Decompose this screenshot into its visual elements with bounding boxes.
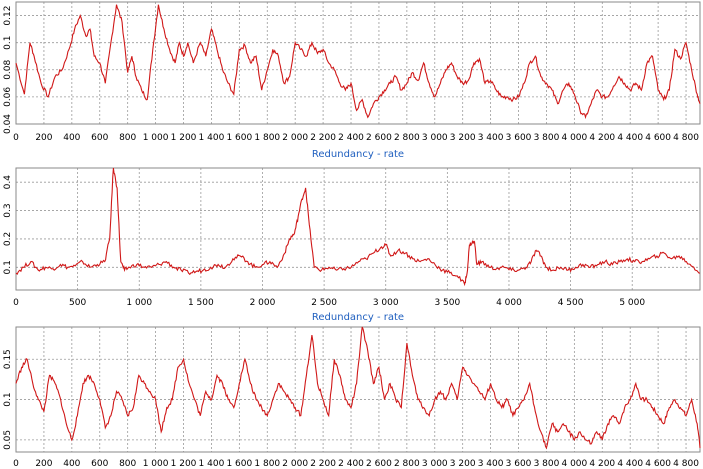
x-tick-label: 400 [63, 133, 80, 143]
x-tick-label: 4 600 [645, 459, 671, 469]
x-tick-label: 3 600 [506, 459, 532, 469]
x-tick-label: 4 800 [673, 459, 699, 469]
x-tick-label: 1 200 [171, 459, 197, 469]
x-tick-label: 1 800 [254, 133, 280, 143]
x-tick-label: 200 [35, 133, 52, 143]
x-tick-label: 400 [63, 459, 80, 469]
y-tick-label: 0.1 [3, 36, 13, 50]
y-tick-label: 0.06 [3, 87, 13, 107]
x-tick-label: 1 000 [126, 298, 152, 308]
x-tick-label: 4 200 [589, 459, 615, 469]
series-line [15, 326, 701, 450]
x-tick-label: 2 000 [282, 133, 308, 143]
x-tick-label: 3 600 [506, 133, 532, 143]
x-tick-label: 4 000 [561, 133, 587, 143]
x-tick-label: 4 500 [558, 298, 584, 308]
x-tick-label: 3 000 [422, 459, 448, 469]
x-tick-label: 2 200 [310, 459, 336, 469]
x-tick-label: 1 000 [143, 133, 169, 143]
y-tick-label: 0.1 [3, 392, 13, 406]
x-tick-label: 2 000 [250, 298, 276, 308]
x-axis-label: Redundancy - rate [312, 312, 404, 323]
x-tick-label: 800 [119, 133, 136, 143]
redundancy-rate-chart-top: 0 200 400 600 800 1 000 1 200 1 400 1 600 1 800 2 … [3, 1, 701, 160]
y-tick-label: 0.12 [3, 6, 13, 26]
x-tick-label: 1 600 [226, 133, 252, 143]
x-tick-label: 1 600 [226, 459, 252, 469]
x-tick-label: 3 500 [434, 298, 460, 308]
x-tick-label: 2 600 [366, 133, 392, 143]
x-tick-label: 3 400 [478, 133, 504, 143]
x-tick-label: 2 000 [282, 459, 308, 469]
x-tick-label: 3 200 [450, 133, 476, 143]
x-tick-label: 2 600 [366, 459, 392, 469]
x-tick-label: 4 000 [496, 298, 522, 308]
x-tick-label: 4 200 [589, 133, 615, 143]
x-tick-label: 4 800 [673, 133, 699, 143]
x-tick-label: 2 400 [338, 133, 364, 143]
x-tick-label: 3 400 [478, 459, 504, 469]
x-tick-label: 2 200 [310, 133, 336, 143]
x-tick-label: 1 400 [199, 459, 225, 469]
x-axis-label: Redundancy - rate [312, 149, 404, 160]
x-tick-label: 4 000 [561, 459, 587, 469]
y-tick-label: 0.04 [3, 114, 13, 134]
x-tick-label: 2 400 [338, 459, 364, 469]
y-tick-label: 0.3 [3, 203, 13, 217]
x-tick-label: 3 200 [450, 459, 476, 469]
x-tick-label: 5 000 [619, 298, 645, 308]
x-tick-label: 200 [35, 459, 52, 469]
x-tick-label: 0 [13, 133, 19, 143]
x-tick-label: 3 800 [534, 133, 560, 143]
x-tick-label: 1 200 [171, 133, 197, 143]
redundancy-rate-chart-middle: 0 500 1 000 1 500 2 000 2 500 3 000 3 500 4 000 4… [3, 167, 701, 323]
x-tick-label: 600 [91, 133, 108, 143]
x-tick-label: 0 [13, 459, 19, 469]
redundancy-rate-chart-bottom: 0 200 400 600 800 1 000 1 200 1 400 1 600 1 800 2 … [3, 326, 701, 469]
x-tick-label: 1 800 [254, 459, 280, 469]
x-tick-label: 1 000 [143, 459, 169, 469]
series-line [15, 4, 701, 120]
plot-area-frame [15, 326, 701, 453]
x-tick-label: 2 500 [311, 298, 337, 308]
x-tick-label: 4 600 [645, 133, 671, 143]
y-tick-label: 0.15 [3, 349, 13, 369]
plot-area-frame [15, 1, 701, 125]
y-tick-label: 0.4 [3, 175, 13, 190]
x-tick-label: 0 [13, 298, 19, 308]
series-line [15, 167, 701, 287]
x-tick-label: 1 500 [188, 298, 214, 308]
x-tick-label: 1 400 [199, 133, 225, 143]
y-tick-label: 0.1 [3, 260, 13, 274]
x-tick-label: 2 800 [394, 133, 420, 143]
y-tick-label: 0.08 [3, 59, 13, 79]
y-tick-label: 0.05 [3, 430, 13, 450]
x-tick-label: 800 [119, 459, 136, 469]
x-tick-label: 3 000 [422, 133, 448, 143]
x-tick-label: 4 400 [617, 133, 643, 143]
x-tick-label: 3 000 [373, 298, 399, 308]
x-tick-label: 2 800 [394, 459, 420, 469]
y-tick-label: 0.2 [3, 232, 13, 246]
x-tick-label: 4 400 [617, 459, 643, 469]
x-tick-label: 600 [91, 459, 108, 469]
x-tick-label: 500 [69, 298, 86, 308]
plot-area-frame [15, 167, 701, 291]
x-tick-label: 3 800 [534, 459, 560, 469]
